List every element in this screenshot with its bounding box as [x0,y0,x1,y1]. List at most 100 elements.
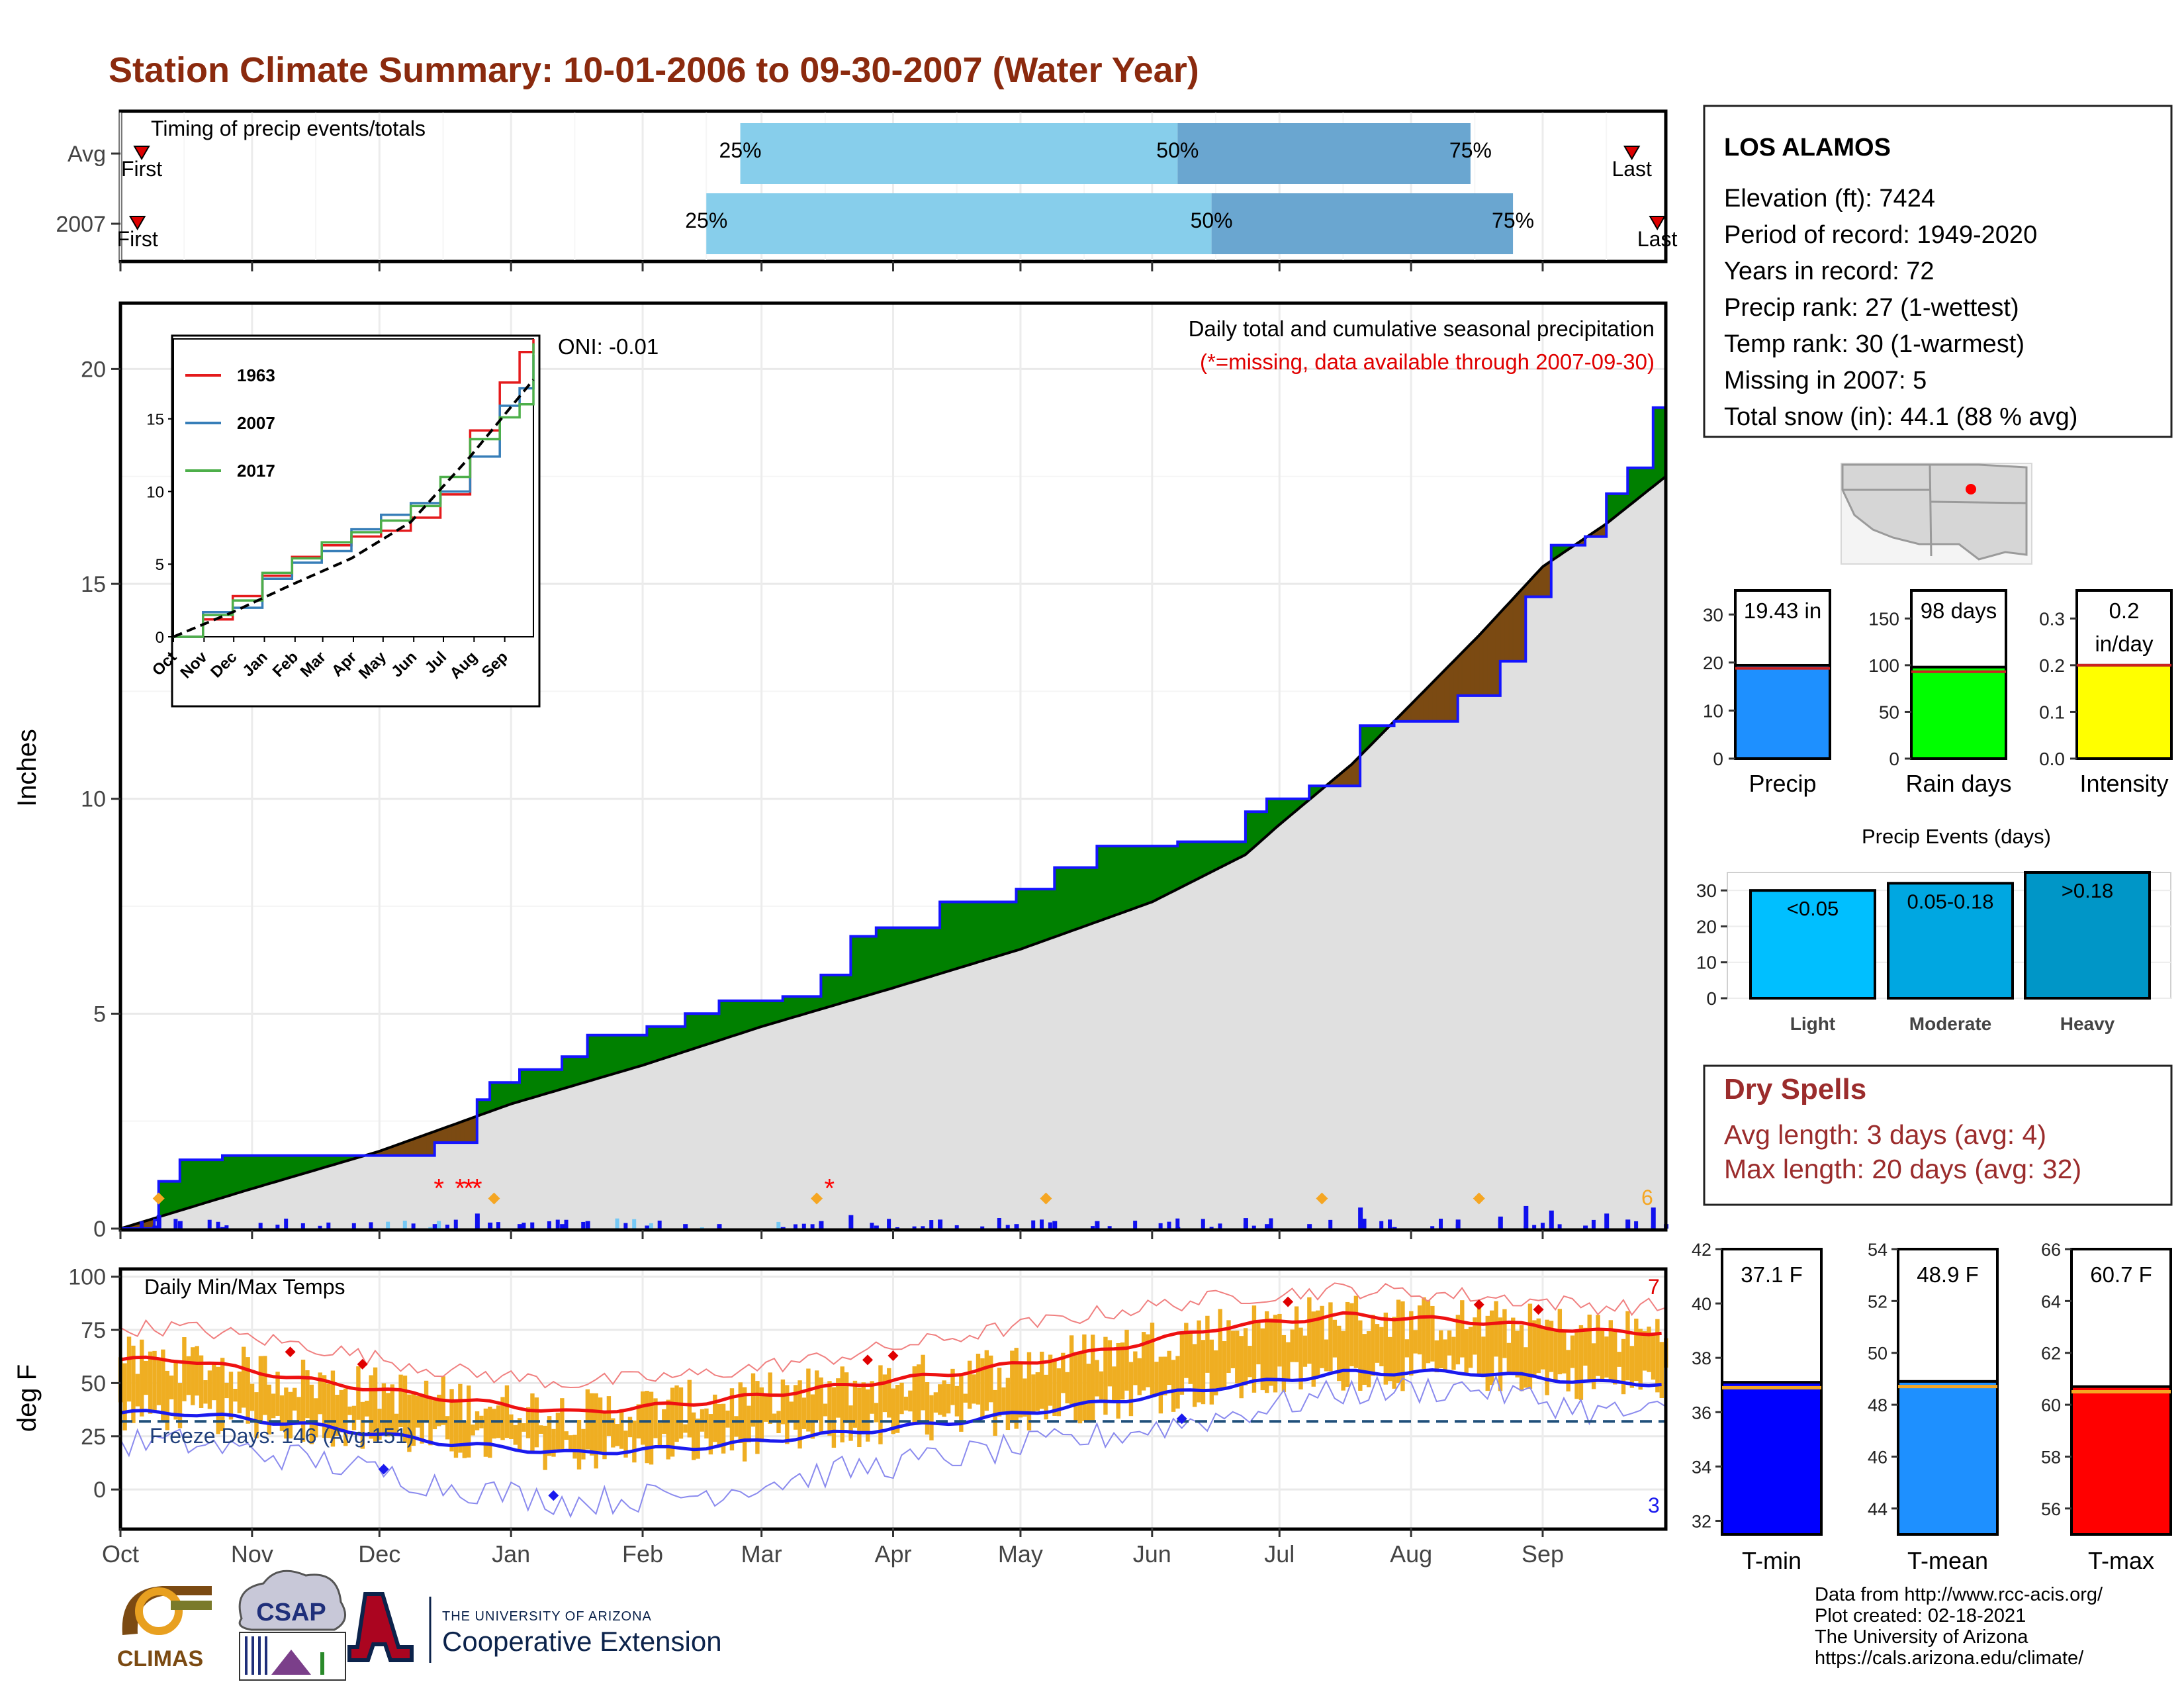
top-precip-day-marker [488,1192,500,1205]
above-average-fill [566,1056,571,1088]
temp-summary-bar-t-mean: 44 46 48 50 52 54 48.9 F T-mean [1868,1240,1999,1574]
above-average-fill [956,902,962,969]
daily-temp-bar [734,1416,739,1437]
above-average-fill [494,1082,499,1111]
daily-temp-bar [989,1355,993,1403]
mini-bar-label: Intensity [2079,770,2168,797]
above-average-fill [1211,841,1216,872]
daily-temp-bar [161,1349,165,1421]
timing-p25-label: 25% [719,138,762,162]
above-average-fill [803,996,809,1015]
station-info-line: Total snow (in): 44.1 (88 % avg) [1724,403,2077,431]
daily-temp-bar [271,1393,276,1419]
ua-cooperative-extension-logo: THE UNIVERSITY OF ARIZONA Cooperative Ex… [347,1592,722,1663]
daily-temp-bar [840,1366,844,1442]
above-average-fill [1169,845,1174,894]
above-average-fill [175,1181,181,1213]
event-bar-value-label: 0.05-0.18 [1907,890,1994,913]
daily-temp-bar [1260,1328,1265,1391]
above-average-fill [570,1056,575,1087]
daily-temp-bar [1422,1297,1426,1370]
temp-summary-value-label: 60.7 F [2090,1262,2152,1287]
daily-temp-bar [1519,1325,1524,1391]
above-average-fill [744,1000,749,1033]
daily-temp-bar [1481,1336,1486,1378]
temp-title: Daily Min/Max Temps [144,1275,345,1299]
daily-temp-bar [365,1401,369,1417]
daily-temp-bar [861,1382,866,1434]
daily-precip-bar [411,1223,416,1229]
daily-temp-bar [887,1368,891,1418]
above-average-fill [1007,902,1013,954]
above-average-fill [978,902,983,963]
timing-first-marker [128,216,146,230]
daily-snow-bar [428,1227,433,1229]
daily-precip-bar [1439,1219,1443,1229]
daily-precip-bar [224,1225,229,1229]
timing-title: Timing of precip events/totals [151,117,426,140]
daily-precip-bar [1392,1227,1397,1229]
daily-temp-bar [666,1399,670,1460]
above-average-fill [1215,841,1220,870]
mini-bar-label: Rain days [1905,770,2011,797]
above-average-fill [918,927,923,981]
above-average-fill [833,974,839,1006]
below-average-fill [1474,634,1480,696]
above-average-fill [651,1026,656,1063]
timing-first-marker [133,146,150,160]
station-location-marker [1966,484,1976,494]
daily-temp-bar [674,1385,679,1442]
above-average-fill [1181,841,1187,888]
daily-temp-bar [623,1430,628,1458]
event-bar-heavy [2024,871,2151,1000]
daily-temp-bar [1256,1321,1261,1365]
above-average-fill [222,1155,227,1198]
above-average-fill [659,1026,664,1060]
daily-temp-bar [1133,1351,1138,1385]
temp-summary-tick-label: 58 [2041,1447,2061,1467]
daily-snow-bar [632,1219,637,1229]
daily-temp-bar [891,1388,895,1434]
above-average-fill [1062,867,1068,935]
daily-temp-bar [632,1421,637,1463]
daily-temp-bar [233,1389,238,1402]
month-tick-label: Feb [622,1540,663,1568]
daily-temp-bar [1468,1327,1473,1368]
daily-temp-bar [216,1366,220,1434]
daily-temp-bar [199,1355,204,1408]
daily-temp-bar [1218,1309,1222,1388]
mini-bar-label: Precip [1749,770,1816,797]
daily-temp-bar [492,1409,496,1439]
daily-temp-bar [1358,1320,1363,1391]
daily-temp-bar [373,1367,378,1442]
daily-temp-bar [1315,1310,1320,1378]
daily-precip-bar [1430,1226,1435,1229]
temp-summary-fill [1721,1381,1823,1536]
above-average-fill [990,902,995,959]
above-average-fill [243,1155,248,1192]
daily-temp-bar [1044,1374,1048,1420]
precip-y-tick-label: 0 [93,1217,106,1242]
average-min-temp-line [120,1368,1662,1456]
above-average-fill [655,1026,660,1062]
precip-corner-count: 6 [1641,1186,1653,1209]
daily-temp-bar [950,1368,955,1405]
daily-temp-bar [1455,1315,1461,1365]
station-info-line: Years in record: 72 [1724,258,1934,285]
daily-precip-bar [453,1219,458,1229]
above-average-fill [1130,845,1136,910]
daily-temp-bar [1524,1347,1528,1388]
above-average-fill [188,1159,193,1209]
above-average-fill [863,936,868,998]
above-average-fill [1657,407,1662,484]
mini-bar-fill [1734,663,1831,760]
daily-temp-bar [351,1405,357,1430]
daily-temp-bar [1086,1364,1091,1422]
above-average-fill [888,927,893,990]
daily-temp-bar [390,1384,394,1435]
daily-temp-bar [641,1391,645,1445]
daily-temp-bar [1167,1350,1171,1385]
daily-temp-bar [1439,1330,1443,1368]
daily-temp-bar [1647,1327,1651,1372]
daily-temp-bar [1545,1319,1549,1395]
